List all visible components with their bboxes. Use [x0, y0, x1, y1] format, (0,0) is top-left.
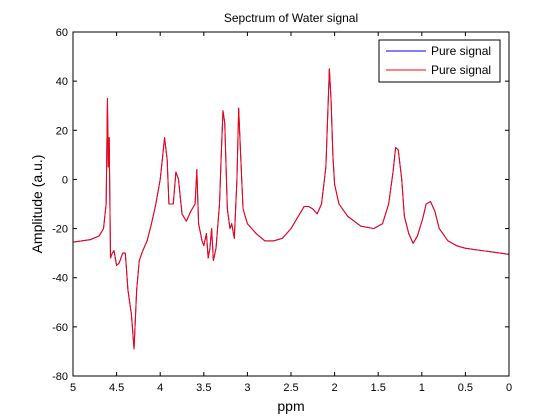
y-tick-label: 0: [62, 174, 68, 186]
chart-title: Sepctrum of Water signal: [224, 11, 358, 25]
y-axis-ticks: -80 -60 -40 -20 0 20 40 60: [52, 27, 509, 383]
legend-entry-2: Pure signal: [431, 63, 491, 77]
y-tick-label: 60: [56, 27, 68, 39]
plot-area: [73, 32, 509, 376]
y-axis-label: Amplitude (a.u.): [29, 155, 45, 254]
y-tick-label: -40: [52, 273, 68, 285]
y-tick-label: -80: [52, 371, 68, 383]
y-tick-label: -60: [52, 322, 68, 334]
x-axis-label: ppm: [277, 398, 304, 414]
x-tick-label: 4: [157, 382, 163, 394]
x-tick-label: 0: [506, 382, 512, 394]
legend-box: [378, 39, 501, 83]
series-layer: [72, 68, 510, 350]
y-tick-label: 40: [56, 76, 68, 88]
x-tick-label: 2.5: [283, 382, 298, 394]
y-tick-label: 20: [56, 125, 68, 137]
legend[interactable]: Pure signal Pure signal: [378, 39, 501, 83]
x-axis-ticks: 5 4.5 4 3.5 3 2.5 2 1.5 1 0.5 0: [70, 32, 512, 394]
x-tick-label: 1.5: [371, 382, 386, 394]
x-tick-label: 3.5: [196, 382, 211, 394]
x-tick-label: 4.5: [109, 382, 124, 394]
x-tick-label: 2: [332, 382, 338, 394]
series-line-2: [72, 68, 510, 350]
x-tick-label: 3: [244, 382, 250, 394]
legend-entry-1: Pure signal: [431, 44, 491, 58]
x-tick-label: 0.5: [458, 382, 473, 394]
y-tick-label: -20: [52, 224, 68, 236]
x-tick-label: 1: [419, 382, 425, 394]
x-tick-label: 5: [70, 382, 76, 394]
